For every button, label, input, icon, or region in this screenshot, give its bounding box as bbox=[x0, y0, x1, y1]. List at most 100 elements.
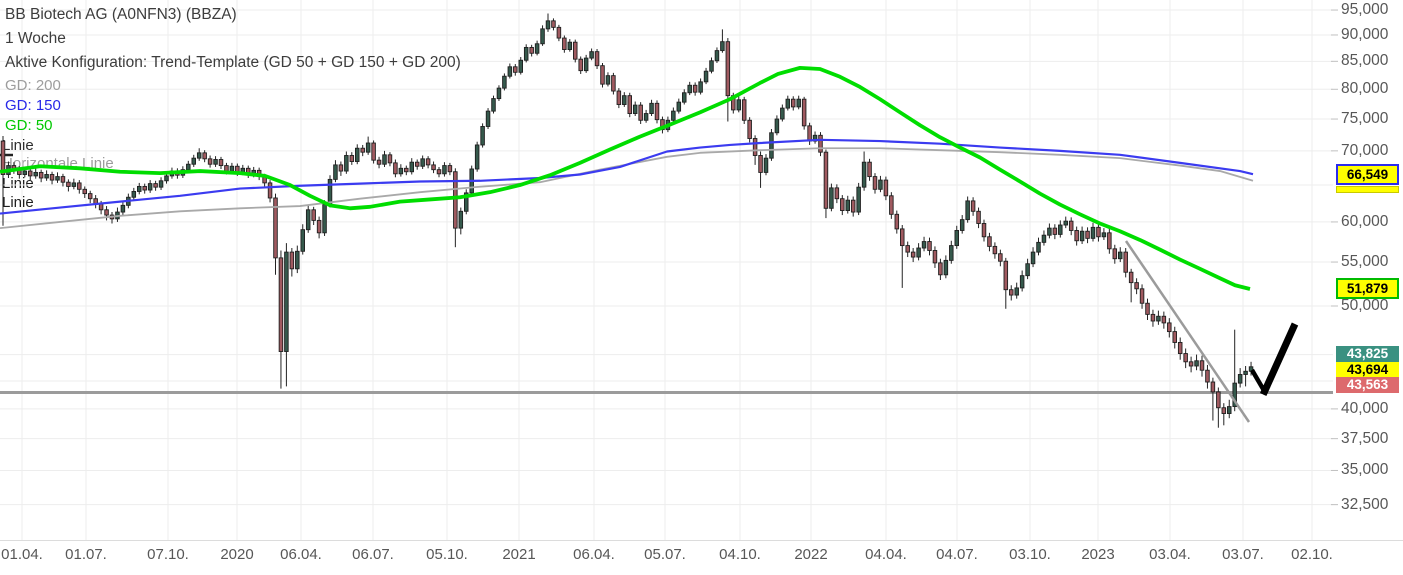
candle-bearish bbox=[970, 200, 976, 212]
candle-bullish bbox=[322, 204, 327, 234]
candle-bullish bbox=[583, 57, 589, 72]
candle-bearish bbox=[867, 161, 872, 178]
candle-bearish bbox=[387, 154, 393, 164]
candle-bearish bbox=[1205, 369, 1210, 383]
candle-bearish bbox=[60, 176, 66, 183]
drawn-line-label: Linie bbox=[2, 194, 34, 211]
candle-bearish bbox=[905, 245, 910, 253]
candle-bearish bbox=[1172, 331, 1177, 343]
candle-bullish bbox=[605, 75, 611, 85]
candle-bullish bbox=[1025, 263, 1030, 277]
candle-bearish bbox=[224, 165, 229, 172]
candle-bearish bbox=[267, 182, 273, 199]
candle-bullish bbox=[44, 174, 49, 179]
candle-bearish bbox=[981, 223, 987, 238]
candle-bullish bbox=[545, 20, 551, 30]
candle-bullish bbox=[22, 170, 28, 175]
candle-bullish bbox=[769, 132, 774, 159]
candle-bullish bbox=[131, 191, 137, 198]
gd50-line bbox=[0, 65, 1251, 291]
candle-bearish bbox=[725, 41, 731, 97]
candle-bullish bbox=[196, 152, 202, 159]
candle-bearish bbox=[752, 138, 758, 156]
gd200-line bbox=[0, 147, 1254, 230]
candle-bullish bbox=[229, 165, 235, 172]
candle-bearish bbox=[82, 188, 87, 195]
candle-bullish bbox=[1243, 370, 1248, 375]
candle-bearish bbox=[1123, 251, 1128, 273]
candle-bearish bbox=[376, 159, 382, 165]
candle-bullish bbox=[1194, 360, 1199, 367]
candle-bullish bbox=[420, 158, 425, 167]
candle-bearish bbox=[77, 182, 82, 190]
candle-bullish bbox=[534, 43, 540, 54]
candle-bullish bbox=[1041, 234, 1047, 243]
candle-bearish bbox=[431, 164, 436, 171]
candle-bearish bbox=[987, 236, 992, 247]
candle-bearish bbox=[1096, 226, 1101, 238]
candle-bullish bbox=[305, 209, 311, 231]
candle-bullish bbox=[959, 219, 965, 231]
candle-bullish bbox=[474, 144, 480, 170]
candle-bullish bbox=[55, 176, 60, 181]
candle-bullish bbox=[1232, 382, 1237, 408]
candle-bearish bbox=[692, 84, 698, 93]
candle-bearish bbox=[1183, 353, 1188, 363]
candle-bearish bbox=[1145, 302, 1150, 315]
candle-bullish bbox=[878, 179, 883, 190]
candle-bearish bbox=[218, 159, 224, 167]
candle-bullish bbox=[1014, 287, 1019, 296]
candle-bearish bbox=[840, 198, 845, 211]
candle-bearish bbox=[1009, 289, 1014, 296]
candle-bearish bbox=[872, 176, 878, 190]
candle-bullish bbox=[1090, 226, 1096, 239]
candle-bearish bbox=[453, 171, 458, 229]
candle-bullish bbox=[671, 110, 676, 121]
candle-bullish bbox=[540, 28, 545, 45]
candle-bearish bbox=[556, 26, 562, 39]
candle-bearish bbox=[0, 140, 6, 175]
candle-bullish bbox=[763, 157, 769, 173]
candle-bearish bbox=[910, 251, 916, 258]
candle-bearish bbox=[1107, 232, 1112, 250]
candle-bearish bbox=[529, 46, 534, 54]
candle-bearish bbox=[316, 219, 322, 234]
candle-bullish bbox=[632, 104, 638, 114]
candle-bullish bbox=[649, 102, 654, 114]
candle-bearish bbox=[616, 90, 622, 105]
candle-bearish bbox=[142, 185, 147, 191]
candle-bearish bbox=[1112, 248, 1118, 260]
candle-bullish bbox=[1063, 220, 1068, 226]
candle-bearish bbox=[273, 197, 278, 259]
candle-bearish bbox=[404, 167, 409, 173]
candle-bullish bbox=[589, 51, 594, 59]
candle-bullish bbox=[491, 98, 496, 112]
candle-bullish bbox=[442, 165, 447, 175]
candle-bearish bbox=[1068, 220, 1074, 231]
candle-bearish bbox=[1134, 282, 1139, 290]
candle-bearish bbox=[600, 65, 605, 85]
candle-bearish bbox=[436, 169, 442, 175]
candle-bearish bbox=[562, 37, 567, 50]
candle-bullish bbox=[186, 163, 191, 171]
candle-bearish bbox=[371, 142, 376, 161]
candle-bearish bbox=[807, 125, 812, 142]
candle-bearish bbox=[338, 164, 344, 172]
candle-bearish bbox=[1161, 315, 1167, 324]
candle-bearish bbox=[1052, 227, 1058, 235]
candle-bearish bbox=[976, 210, 981, 224]
candle-bullish bbox=[829, 187, 834, 209]
candle-bullish bbox=[464, 192, 469, 212]
candle-bullish bbox=[709, 60, 714, 72]
candle-bullish bbox=[458, 210, 464, 229]
candle-bearish bbox=[1128, 271, 1134, 284]
candle-bullish bbox=[327, 178, 333, 206]
candle-bullish bbox=[943, 259, 949, 276]
candle-bullish bbox=[333, 164, 338, 180]
candle-bullish bbox=[496, 87, 502, 100]
candle-bullish bbox=[1019, 275, 1025, 289]
candle-bearish bbox=[38, 171, 44, 179]
candle-bearish bbox=[513, 66, 518, 73]
